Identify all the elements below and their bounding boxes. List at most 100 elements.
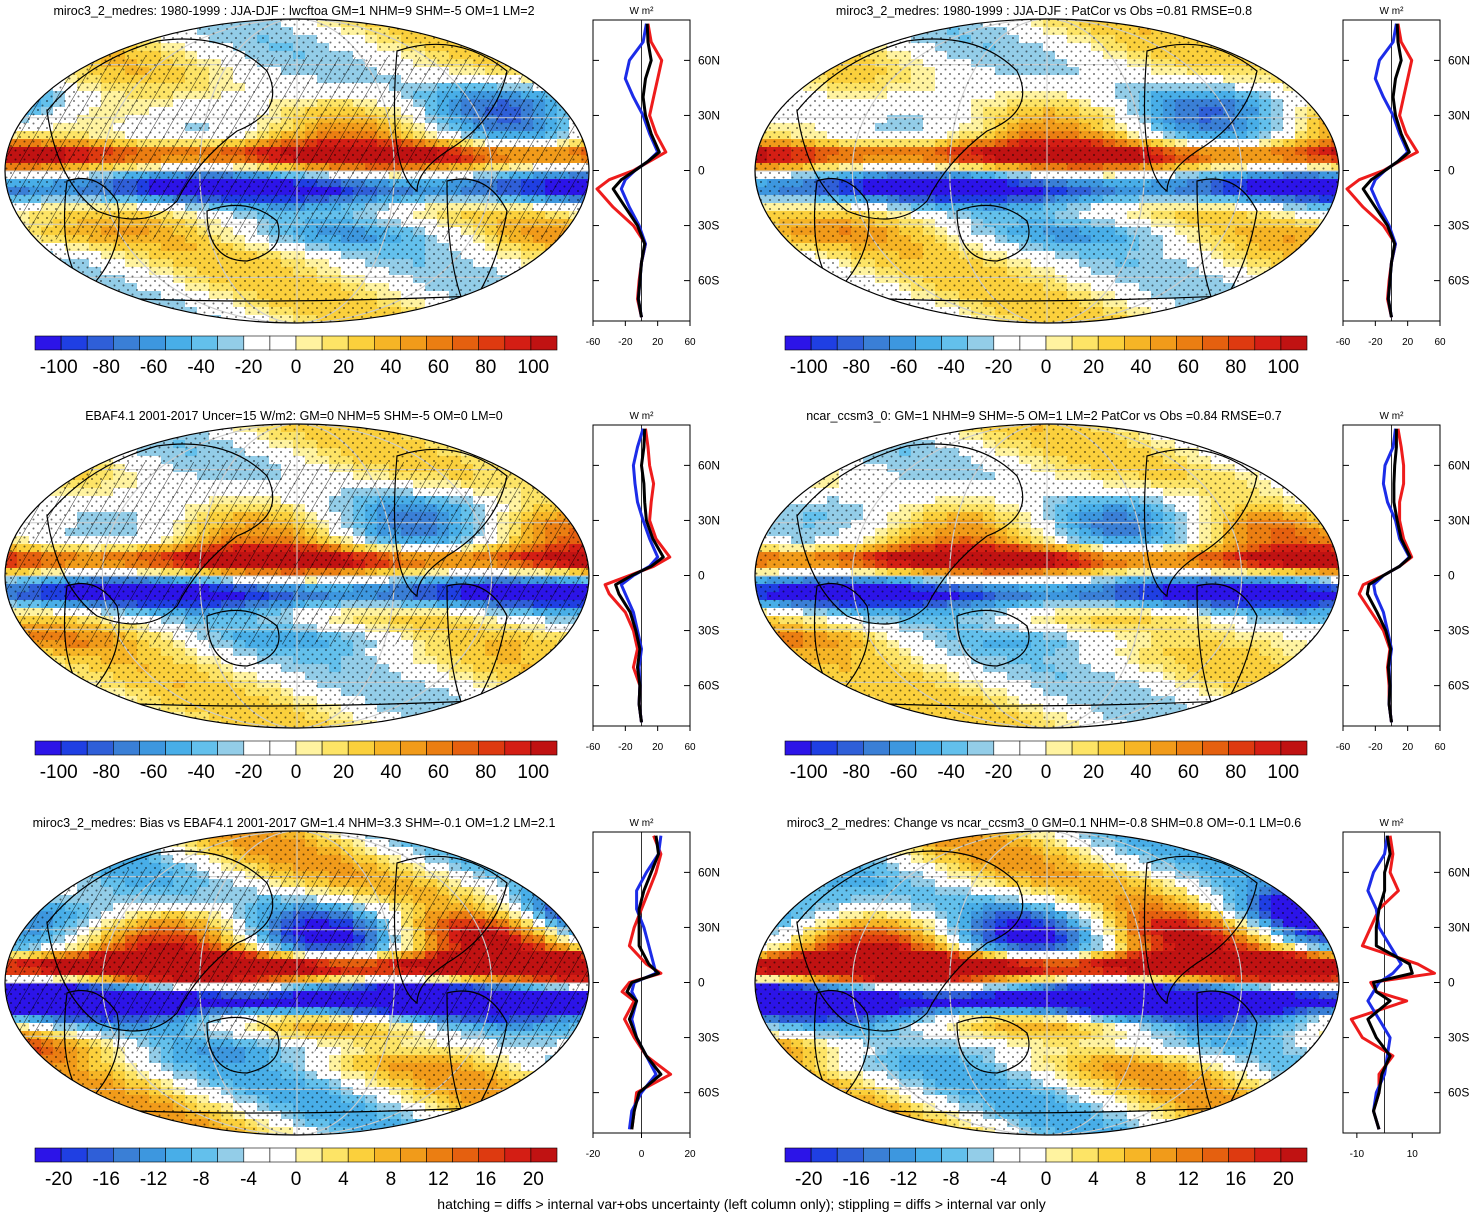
colorbar-swatch [810, 335, 838, 351]
profile-unit-label: W m² [1380, 818, 1405, 829]
colorbar: -100 -80 -60 -40 -20 0 20 40 60 80 100 [34, 740, 558, 783]
profile-x-tick: -20 [1368, 337, 1383, 348]
colorbar-tick-label: -8 [943, 1169, 960, 1190]
profile-x-tick: -60 [586, 337, 601, 348]
colorbar-swatch [941, 335, 969, 351]
colorbar-swatch [191, 740, 219, 756]
colorbar-tick-label: -80 [92, 357, 119, 378]
figure-footnote: hatching = diffs > internal var+obs unce… [437, 1196, 1046, 1212]
profile-line-model [595, 23, 668, 318]
colorbar-tick-label: 60 [1178, 762, 1199, 783]
colorbar-tick-label: 20 [523, 1169, 544, 1190]
colorbar-tick-label: 0 [1041, 762, 1052, 783]
colorbar-swatch [863, 740, 890, 756]
colorbar-swatch [784, 740, 812, 756]
profile-lat-tick: 60N [698, 53, 720, 67]
colorbar-swatch [373, 1147, 401, 1163]
colorbar-tick-label: -16 [842, 1169, 869, 1190]
colorbar: -20 -16 -12 -8 -4 0 4 8 12 16 20 [34, 1147, 558, 1190]
colorbar-tick-label: 100 [1267, 762, 1299, 783]
profile-x-tick: -60 [586, 742, 601, 753]
colorbar-swatch [60, 335, 88, 351]
colorbar-swatch [1019, 740, 1047, 756]
colorbar-swatch [426, 335, 453, 351]
profile-lat-tick: 30N [698, 513, 720, 527]
colorbar-tick-label: -40 [187, 762, 214, 783]
colorbar-swatch [1045, 1147, 1073, 1163]
figure-panel-4: ncar_ccsm3_0: GM=1 NHM=9 SHM=-5 OM=1 LM=… [750, 405, 1483, 800]
colorbar-swatch [1097, 335, 1125, 351]
colorbar-tick-label: -20 [795, 1169, 822, 1190]
colorbar-swatch [1176, 740, 1203, 756]
colorbar-tick-label: -12 [890, 1169, 917, 1190]
colorbar-tick-label: -20 [235, 357, 262, 378]
panel-graphics: -100 -80 -60 -40 -20 0 20 40 60 80 100 W m² 60N 30N 0 3… [4, 6, 720, 378]
profile-lat-tick: 0 [1448, 976, 1455, 990]
colorbar-swatch [530, 335, 558, 351]
colorbar-tick-label: -60 [890, 357, 917, 378]
colorbar-swatch [321, 335, 349, 351]
profile-lat-tick: 30N [1448, 513, 1470, 527]
colorbar-tick-label: 40 [380, 762, 401, 783]
colorbar-swatch [810, 740, 838, 756]
colorbar-tick-label: -80 [92, 762, 119, 783]
colorbar-swatch [452, 740, 480, 756]
colorbar-swatch [915, 335, 942, 351]
colorbar-swatch [1045, 335, 1073, 351]
colorbar: -100 -80 -60 -40 -20 0 20 40 60 80 100 [784, 740, 1308, 783]
profile-lat-tick: 60S [698, 274, 719, 288]
colorbar-swatch [347, 335, 375, 351]
profile-x-tick: 0 [639, 1149, 645, 1160]
colorbar-swatch [400, 335, 427, 351]
colorbar-tick-label: 40 [380, 357, 401, 378]
profile-lat-tick: 60N [1448, 458, 1470, 472]
colorbar-swatch [530, 740, 558, 756]
colorbar: -20 -16 -12 -8 -4 0 4 8 12 16 20 [784, 1147, 1308, 1190]
colorbar-swatch [191, 335, 219, 351]
colorbar-swatch [217, 740, 245, 756]
colorbar-tick-label: 60 [428, 762, 449, 783]
profile-line-model [620, 835, 673, 1130]
colorbar-tick-label: 12 [428, 1169, 449, 1190]
colorbar-tick-label: 60 [428, 357, 449, 378]
colorbar-swatch [810, 1147, 838, 1163]
colorbar-swatch [347, 740, 375, 756]
profile-lat-tick: 30S [698, 1031, 719, 1045]
colorbar: -100 -80 -60 -40 -20 0 20 40 60 80 100 [784, 335, 1308, 378]
profile-x-tick: 60 [1434, 337, 1446, 348]
profile-lat-tick: 0 [698, 569, 705, 583]
colorbar-tick-label: 12 [1178, 1169, 1199, 1190]
colorbar-swatch [1150, 1147, 1177, 1163]
colorbar-tick-label: -8 [193, 1169, 210, 1190]
colorbar-swatch [269, 1147, 297, 1163]
panel-title: EBAF4.1 2001-2017 Uncer=15 W/m2: GM=0 NH… [85, 409, 503, 423]
colorbar-swatch [836, 1147, 864, 1163]
colorbar-swatch [1123, 740, 1151, 756]
profile-lat-tick: 60N [698, 458, 720, 472]
figure-panel-3: EBAF4.1 2001-2017 Uncer=15 W/m2: GM=0 NH… [0, 405, 733, 800]
colorbar-swatch [321, 1147, 349, 1163]
panel-title: miroc3_2_medres: Bias vs EBAF4.1 2001-20… [32, 816, 556, 830]
colorbar-tick-label: 100 [517, 357, 549, 378]
panel-graphics: -20 -16 -12 -8 -4 0 4 8 12 16 20 W m² 60N 30N 0 30S 60S -… [754, 818, 1470, 1190]
colorbar-swatch [1150, 335, 1177, 351]
colorbar-tick-label: -100 [790, 762, 828, 783]
panel-graphics: -100 -80 -60 -40 -20 0 20 40 60 80 100 W m² 60N 30N 0 3… [4, 411, 720, 783]
profile-lat-tick: 0 [698, 976, 705, 990]
colorbar-swatch [993, 740, 1021, 756]
colorbar-swatch [941, 1147, 969, 1163]
profile-x-tick: 20 [652, 337, 664, 348]
colorbar-tick-label: -100 [40, 762, 78, 783]
colorbar-swatch [400, 1147, 427, 1163]
colorbar-swatch [1071, 1147, 1099, 1163]
colorbar-tick-label: 0 [291, 357, 302, 378]
profile-line-ensemble [1365, 428, 1412, 723]
profile-line-ensemble [1366, 835, 1414, 1130]
colorbar-swatch [478, 335, 506, 351]
colorbar-swatch [165, 1147, 192, 1163]
colorbar-tick-label: -40 [937, 357, 964, 378]
colorbar-swatch [1228, 1147, 1256, 1163]
colorbar-tick-label: 8 [1136, 1169, 1147, 1190]
colorbar-swatch [1254, 1147, 1282, 1163]
profile-x-tick: -20 [1368, 742, 1383, 753]
